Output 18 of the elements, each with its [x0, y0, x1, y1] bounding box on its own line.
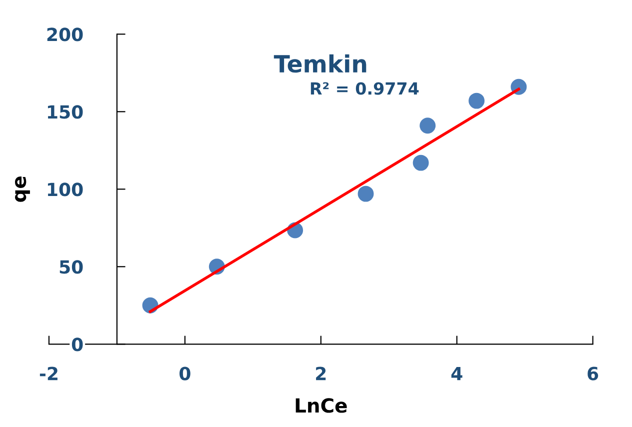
point — [358, 186, 374, 202]
y-tick-label: 50 — [60, 260, 83, 274]
y-tick-label: 100 — [48, 182, 83, 196]
x-axis-title: LnCe — [296, 398, 347, 413]
point — [468, 92, 485, 109]
x-tick-label: 2 — [316, 366, 326, 380]
y-axis-title: qe — [15, 176, 30, 202]
point — [420, 118, 436, 134]
text: Temkin — [274, 54, 366, 73]
point — [412, 154, 429, 171]
y-tick-label: 0 — [72, 338, 83, 352]
x-tick-label: -2 — [40, 366, 58, 380]
y-tick-label: 150 — [48, 105, 83, 119]
x-tick-label: 4 — [451, 366, 462, 380]
annotation: R² = 0.9774 — [310, 82, 419, 95]
x-tick-label: 6 — [588, 366, 598, 380]
y-tick-label: 200 — [47, 28, 83, 42]
x-tick-label: 0 — [180, 366, 190, 380]
